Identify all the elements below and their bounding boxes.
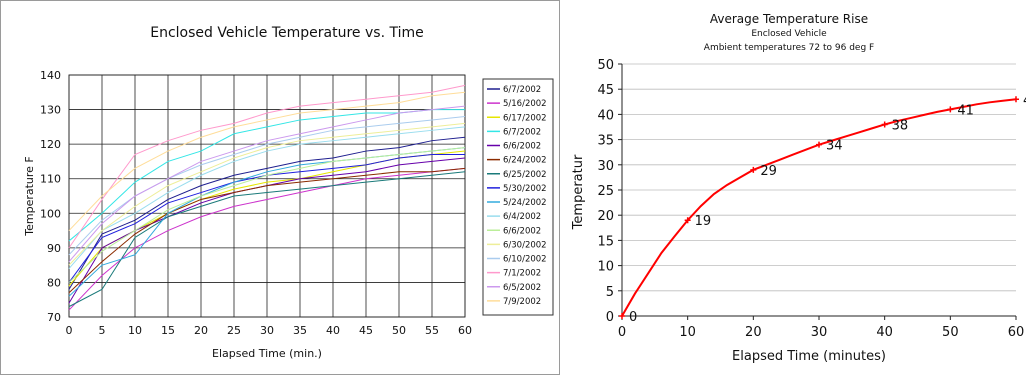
y-tick-label: 5: [606, 285, 614, 300]
series-line: [68, 122, 466, 266]
left-chart-panel: Enclosed Vehicle Temperature vs. Time 0 5 1…: [0, 0, 560, 375]
data-label: 38: [892, 118, 909, 133]
y-tick-label: 45: [597, 83, 614, 98]
y-tick-label: 15: [597, 234, 614, 249]
series-line: [68, 136, 466, 290]
y-tick-label: 50: [597, 58, 614, 73]
series-line: [68, 147, 466, 283]
data-label: 29: [760, 164, 777, 179]
data-label: 41: [957, 103, 974, 118]
x-tick-label: 0: [66, 324, 73, 337]
y-tick-label: 80: [47, 276, 61, 289]
series-line: [68, 171, 466, 308]
y-tick-label: 20: [597, 209, 614, 224]
x-tick-label: 60: [458, 324, 472, 337]
x-tick-label: 45: [359, 324, 373, 337]
legend-label: 6/17/2002: [503, 113, 547, 123]
chart-title: Enclosed Vehicle Temperature vs. Time: [150, 25, 424, 41]
legend-label: 5/16/2002: [503, 99, 547, 109]
legend-label: 7/9/2002: [503, 297, 541, 307]
x-tick-label: 25: [227, 324, 241, 337]
x-tick-label: 30: [260, 324, 274, 337]
x-tick-label: 50: [942, 325, 959, 340]
y-tick-label: 40: [597, 108, 614, 123]
legend-label: 6/7/2002: [503, 127, 541, 137]
y-tick-label: 0: [606, 310, 614, 325]
data-label: 19: [695, 214, 712, 229]
x-tick-label: 15: [161, 324, 175, 337]
y-tick-label: 70: [47, 311, 61, 324]
y-tick-label: 25: [597, 184, 614, 199]
legend-label: 6/5/2002: [503, 283, 541, 293]
x-tick-label: 40: [326, 324, 340, 337]
legend-label: 6/10/2002: [503, 255, 547, 265]
series-line: [68, 91, 466, 231]
data-point-marker: [619, 313, 625, 319]
legend-label: 7/1/2002: [503, 269, 541, 279]
legend: [482, 78, 554, 316]
x-tick-label: 35: [293, 324, 307, 337]
chart-subtitle: Enclosed Vehicle: [751, 29, 827, 39]
y-tick-label: 30: [597, 159, 614, 174]
legend-label: 6/24/2002: [503, 156, 547, 166]
x-axis-label: Elapsed Time (minutes): [732, 349, 886, 364]
legend-label: 5/30/2002: [503, 184, 547, 194]
series-line: [68, 167, 466, 311]
series-line: [68, 126, 466, 269]
data-point-marker: [684, 217, 691, 224]
y-tick-label: 10: [597, 260, 614, 275]
y-axis-label: Temperatur: [571, 154, 586, 230]
chart-subtitle: Ambient temperatures 72 to 96 deg F: [704, 43, 874, 53]
y-tick-label: 90: [47, 242, 61, 255]
data-label: 43: [1023, 93, 1026, 108]
series-line: [68, 84, 466, 249]
y-tick-label: 110: [40, 173, 61, 186]
y-tick-label: 35: [597, 134, 614, 149]
x-tick-label: 60: [1008, 325, 1025, 340]
right-chart-panel: Average Temperature Rise Enclosed Vehicle…: [562, 0, 1026, 375]
data-point-marker: [816, 141, 822, 148]
data-label: 34: [826, 139, 843, 154]
legend-label: 5/24/2002: [503, 198, 547, 208]
x-tick-label: 10: [679, 325, 696, 340]
temperature-curve: [621, 98, 1017, 317]
chart-title: Average Temperature Rise: [710, 12, 868, 26]
legend-label: 6/30/2002: [503, 240, 547, 250]
x-tick-label: 40: [876, 325, 893, 340]
y-tick-label: 120: [40, 138, 61, 151]
left-chart: Enclosed Vehicle Temperature vs. Time 0 5 1…: [23, 25, 554, 360]
legend-label: 6/4/2002: [503, 212, 541, 222]
x-tick-label: 55: [425, 324, 439, 337]
x-tick-label: 30: [811, 325, 828, 340]
x-tick-label: 10: [128, 324, 142, 337]
data-point-marker: [947, 106, 954, 113]
data-point-marker: [750, 166, 757, 173]
x-axis-label: Elapsed Time (min.): [212, 347, 322, 360]
right-chart: Average Temperature Rise Enclosed Vehicle…: [571, 12, 1026, 364]
y-tick-label: 100: [40, 207, 61, 220]
legend-label: 6/7/2002: [503, 85, 541, 95]
data-point-marker: [1013, 96, 1019, 103]
x-tick-label: 20: [745, 325, 762, 340]
x-tick-label: 0: [618, 325, 626, 340]
x-tick-label: 5: [99, 324, 106, 337]
y-tick-label: 140: [40, 69, 61, 82]
legend-label: 6/6/2002: [503, 142, 541, 152]
y-axis-label: Temperature F: [23, 156, 36, 237]
x-tick-label: 20: [194, 324, 208, 337]
legend-label: 6/25/2002: [503, 170, 547, 180]
series-line: [68, 105, 466, 263]
data-point-marker: [881, 121, 888, 128]
data-label: 0: [629, 310, 637, 325]
legend-label: 6/6/2002: [503, 226, 541, 236]
x-tick-label: 50: [392, 324, 406, 337]
series-line: [68, 167, 466, 294]
y-tick-label: 130: [40, 104, 61, 117]
